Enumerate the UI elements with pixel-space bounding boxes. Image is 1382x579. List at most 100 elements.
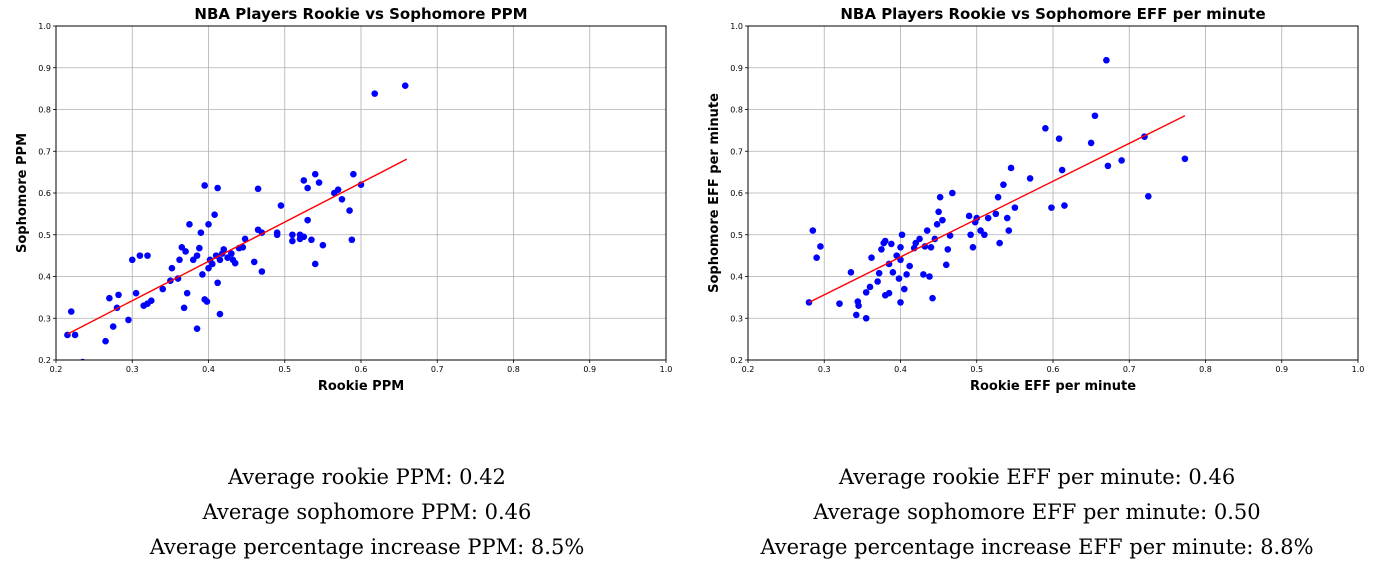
scatter-point — [933, 221, 941, 228]
scatter-point — [196, 244, 203, 252]
scatter-point — [216, 256, 224, 264]
chart-2: 0.2 0.3 0.4 0.5 0.6 0.7 0.8 0.9 1.0 0.2 0.3 0.4 0.5 0… — [707, 5, 1364, 394]
scatter-point — [371, 90, 379, 97]
x-tick-label: 0.2 — [742, 365, 755, 374]
scatter-point — [125, 316, 132, 324]
scatter-point — [205, 221, 212, 228]
stat-avg-sophomore-ppm: Average sophomore PPM: 0.46 — [202, 500, 532, 524]
stat-avg-rookie-ppm: Average rookie PPM: 0.42 — [228, 465, 506, 489]
x-tick-label: 0.3 — [126, 365, 139, 374]
scatter-point — [898, 231, 906, 239]
scatter-point — [216, 310, 224, 318]
scatter-point — [935, 208, 942, 216]
scatter-point — [304, 184, 311, 192]
scatter-point — [102, 337, 109, 345]
scatter-point — [969, 243, 977, 251]
stats-left: Average rookie PPM: 0.42 Average sophomo… — [57, 460, 677, 565]
scatter-point — [1042, 124, 1049, 132]
scatter-point — [866, 283, 874, 291]
x-tick-label: 1.0 — [1352, 365, 1365, 374]
scatter-point — [912, 239, 920, 247]
scatter-point — [885, 289, 893, 297]
y-tick-label: 0.8 — [38, 106, 51, 115]
scatter-points — [805, 56, 1189, 322]
x-axis-label: Rookie PPM — [318, 379, 404, 394]
y-tick-label: 0.5 — [38, 231, 51, 240]
y-tick-label: 0.5 — [730, 231, 743, 240]
scatter-point — [115, 291, 122, 299]
y-tick-label: 0.6 — [38, 189, 51, 198]
scatter-point — [300, 177, 308, 184]
scatter-point — [228, 250, 235, 257]
x-tick-label: 0.8 — [507, 365, 520, 374]
scatter-point — [994, 193, 1002, 201]
stat-avg-rookie-eff: Average rookie EFF per minute: 0.46 — [838, 465, 1236, 489]
scatter-point — [350, 170, 357, 178]
scatter-point — [1181, 155, 1189, 163]
x-tick-label: 0.4 — [894, 365, 907, 374]
scatter-point — [71, 331, 79, 339]
scatter-point — [977, 227, 984, 234]
chart-title: NBA Players Rookie vs Sophomore EFF per … — [840, 5, 1265, 23]
scatter-point — [881, 237, 889, 245]
scatter-point — [1005, 227, 1013, 234]
scatter-point — [813, 254, 820, 262]
scatter-point — [183, 289, 191, 297]
scatter-point — [168, 264, 176, 272]
scatter-point — [903, 271, 910, 278]
scatter-point — [916, 235, 923, 243]
scatter-point — [897, 299, 904, 306]
scatter-point — [106, 294, 113, 302]
scatter-point — [186, 221, 193, 228]
scatter-point — [220, 246, 228, 253]
scatter-point — [1055, 135, 1063, 143]
scatter-point — [128, 256, 136, 264]
scatter-point — [189, 256, 197, 264]
plot-frame — [747, 25, 1359, 361]
x-tick-label: 0.3 — [818, 365, 831, 374]
scatter-point — [895, 275, 903, 282]
scatter-point — [338, 195, 346, 203]
scatter-point — [289, 231, 296, 239]
scatter-point — [967, 231, 974, 239]
scatter-point — [311, 170, 319, 178]
y-tick-label: 0.2 — [730, 356, 743, 365]
scatter-point — [868, 254, 875, 262]
scatter-point — [300, 233, 308, 241]
scatter-point — [334, 186, 342, 193]
scatter-points — [64, 82, 409, 360]
scatter-point — [136, 252, 144, 259]
scatter-point — [231, 259, 239, 267]
scatter-point — [862, 289, 870, 296]
scatter-point — [929, 294, 936, 302]
scatter-point — [315, 179, 323, 186]
scatter-point — [205, 264, 212, 272]
scatter-point — [199, 271, 206, 278]
stat-avg-sophomore-eff: Average sophomore EFF per minute: 0.50 — [813, 500, 1261, 524]
scatter-point — [992, 210, 1000, 218]
scatter-point — [1118, 157, 1125, 164]
scatter-point — [319, 241, 327, 249]
x-tick-label: 0.2 — [50, 365, 63, 374]
scatter-point — [942, 261, 950, 269]
scatter-point — [901, 285, 908, 293]
scatter-point — [348, 236, 356, 244]
scatter-point — [148, 297, 155, 305]
scatter-point — [1003, 214, 1011, 222]
scatter-point — [1000, 181, 1007, 188]
x-tick-label: 0.8 — [1199, 365, 1212, 374]
scatter-point — [981, 231, 988, 239]
scatter-point — [944, 246, 952, 253]
scatter-point — [889, 269, 897, 276]
scatter-point — [193, 252, 201, 259]
scatter-point — [144, 252, 151, 259]
scatter-point — [273, 229, 281, 236]
scatter-point — [346, 207, 353, 214]
scatter-point — [875, 269, 883, 277]
x-tick-label: 0.6 — [355, 365, 368, 374]
scatter-point — [1104, 162, 1112, 170]
scatter-point — [1007, 164, 1015, 172]
scatter-point — [836, 300, 843, 307]
x-tick-label: 1.0 — [660, 365, 673, 374]
scatter-point — [308, 236, 315, 244]
